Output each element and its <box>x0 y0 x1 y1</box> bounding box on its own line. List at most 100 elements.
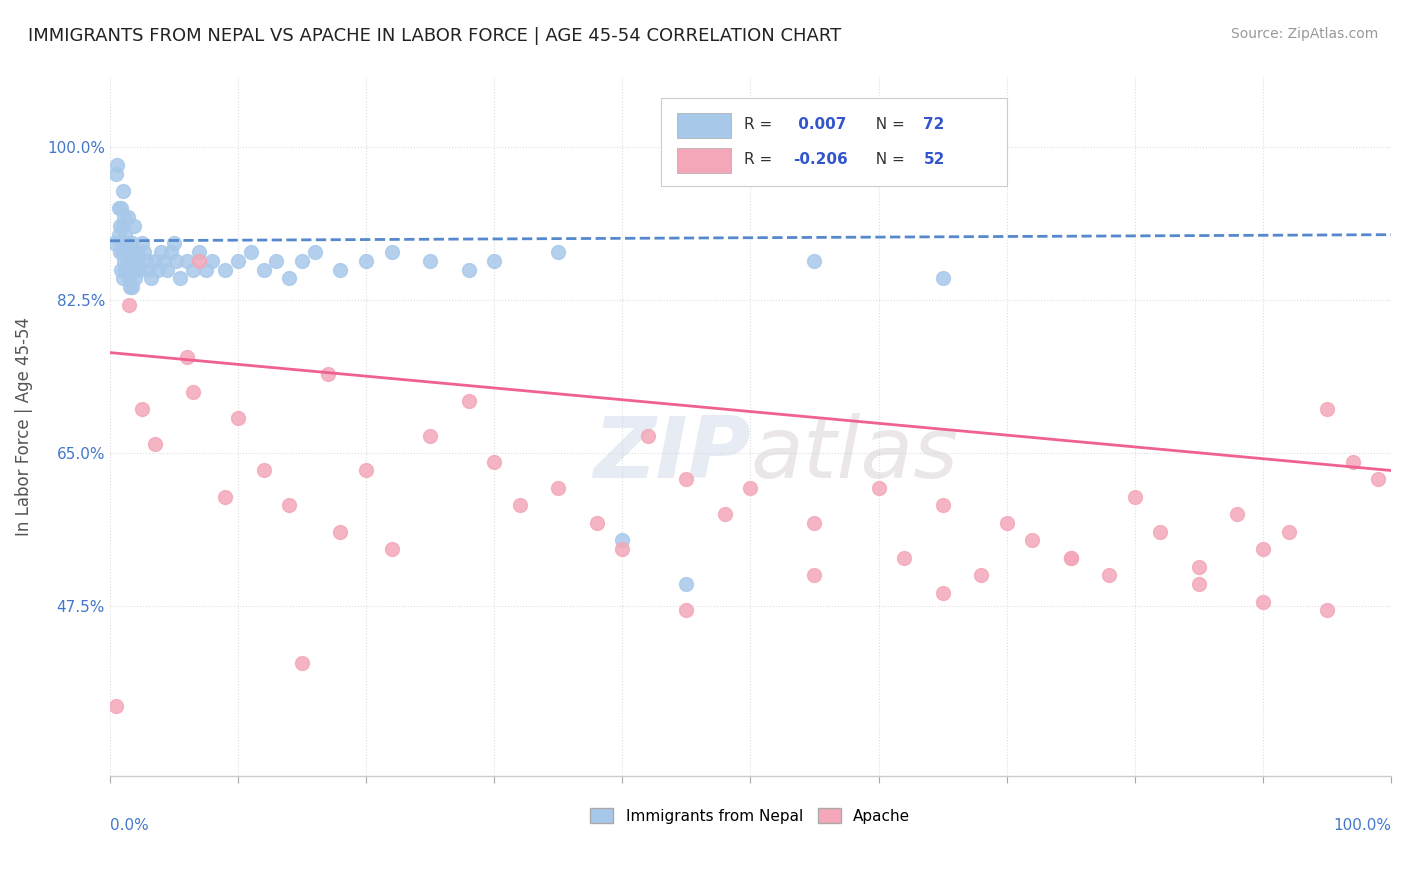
Point <box>107 227 129 242</box>
Text: IMMIGRANTS FROM NEPAL VS APACHE IN LABOR FORCE | AGE 45-54 CORRELATION CHART: IMMIGRANTS FROM NEPAL VS APACHE IN LABOR… <box>28 27 841 45</box>
Point <box>114 227 136 242</box>
Point <box>117 210 139 224</box>
Point <box>122 262 145 277</box>
Point <box>115 262 138 277</box>
Point <box>329 262 352 277</box>
Point <box>995 516 1018 530</box>
Text: Source: ZipAtlas.com: Source: ZipAtlas.com <box>1230 27 1378 41</box>
Point <box>419 253 441 268</box>
Text: -0.206: -0.206 <box>793 152 848 167</box>
Point <box>214 490 236 504</box>
Text: N =: N = <box>866 152 910 167</box>
Point <box>354 463 377 477</box>
Point <box>118 297 141 311</box>
Text: ZIP: ZIP <box>593 413 751 496</box>
Text: 100.0%: 100.0% <box>1333 818 1391 833</box>
Point <box>278 499 301 513</box>
Point <box>121 280 143 294</box>
Point <box>1367 472 1389 486</box>
Point <box>111 245 134 260</box>
Point <box>120 280 142 294</box>
Point <box>868 481 890 495</box>
Point <box>201 253 224 268</box>
Point <box>740 481 762 495</box>
FancyBboxPatch shape <box>678 148 731 173</box>
Point <box>214 262 236 277</box>
Point <box>107 202 129 216</box>
Point <box>381 245 404 260</box>
Point <box>1251 542 1274 557</box>
Point <box>148 262 170 277</box>
Text: N =: N = <box>866 117 910 132</box>
Point <box>143 437 166 451</box>
Point <box>121 253 143 268</box>
Point <box>547 245 569 260</box>
Point <box>266 253 288 268</box>
Point <box>111 271 134 285</box>
Point <box>226 253 249 268</box>
Point <box>585 516 607 530</box>
Point <box>1098 568 1121 582</box>
Point <box>135 253 157 268</box>
Point <box>316 368 339 382</box>
Point <box>105 699 128 714</box>
Point <box>612 542 634 557</box>
Point <box>1060 550 1083 565</box>
Point <box>112 210 135 224</box>
Point <box>1226 507 1249 521</box>
Point <box>354 253 377 268</box>
Point <box>239 245 262 260</box>
Point <box>110 262 132 277</box>
Point <box>291 253 314 268</box>
Point <box>931 271 953 285</box>
Point <box>1316 402 1339 417</box>
Point <box>152 253 174 268</box>
FancyBboxPatch shape <box>661 98 1007 186</box>
Point <box>226 411 249 425</box>
Text: R =: R = <box>744 152 778 167</box>
Point <box>115 236 138 251</box>
Point <box>117 253 139 268</box>
Text: R =: R = <box>744 117 778 132</box>
Point <box>134 245 156 260</box>
Point <box>139 271 162 285</box>
Point <box>329 524 352 539</box>
Point <box>165 253 187 268</box>
Point <box>128 262 150 277</box>
Point <box>111 219 134 233</box>
Point <box>1060 550 1083 565</box>
FancyBboxPatch shape <box>678 113 731 138</box>
Point <box>124 271 146 285</box>
Point <box>457 393 479 408</box>
Point <box>419 428 441 442</box>
Point <box>169 271 191 285</box>
Point <box>103 236 125 251</box>
Point <box>675 577 697 591</box>
Point <box>1341 455 1364 469</box>
Point <box>181 262 204 277</box>
Point <box>1123 490 1146 504</box>
Point <box>160 245 183 260</box>
Point <box>108 219 131 233</box>
Text: atlas: atlas <box>751 413 959 496</box>
Point <box>713 507 735 521</box>
Point <box>803 516 825 530</box>
Point <box>970 568 993 582</box>
Point <box>1188 577 1211 591</box>
Text: 0.007: 0.007 <box>793 117 846 132</box>
Point <box>110 236 132 251</box>
Point <box>1021 533 1043 548</box>
Point <box>1188 559 1211 574</box>
Point <box>110 202 132 216</box>
Text: 52: 52 <box>924 152 945 167</box>
Point <box>112 253 135 268</box>
Point <box>675 603 697 617</box>
Legend: Immigrants from Nepal, Apache: Immigrants from Nepal, Apache <box>582 800 918 831</box>
Point <box>188 253 211 268</box>
Point <box>131 402 153 417</box>
Point <box>381 542 404 557</box>
Point <box>252 262 274 277</box>
Point <box>176 350 198 364</box>
Point <box>931 499 953 513</box>
Point <box>188 245 211 260</box>
